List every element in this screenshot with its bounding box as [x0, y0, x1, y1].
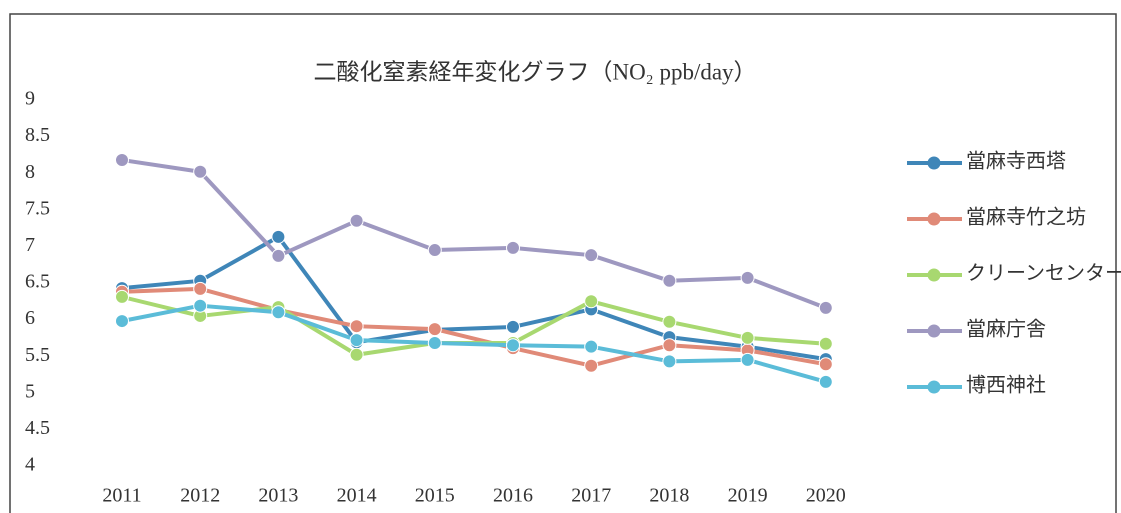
series-line [121, 286, 827, 368]
data-point [818, 300, 833, 315]
data-point [818, 374, 833, 389]
x-tick-label: 2014 [337, 485, 377, 507]
data-point [115, 314, 129, 329]
y-tick-label: 5 [25, 380, 35, 402]
data-point [818, 336, 833, 351]
data-point [193, 298, 208, 313]
legend-label: 博西神社 [966, 374, 1046, 397]
x-tick-label: 2020 [806, 485, 846, 507]
legend-marker [927, 156, 941, 170]
data-point [740, 270, 755, 285]
data-point [427, 322, 442, 337]
data-point [193, 164, 208, 179]
y-tick-label: 4 [25, 454, 35, 476]
data-point [349, 213, 364, 228]
data-point [584, 294, 599, 309]
y-tick-label: 6.5 [25, 271, 50, 293]
legend-label: クリーンセンター [966, 262, 1121, 285]
y-tick-label: 5.5 [25, 344, 50, 366]
series-line [121, 158, 827, 310]
y-tick-label: 8.5 [25, 124, 50, 146]
data-point [349, 319, 364, 334]
data-point [818, 357, 833, 372]
data-point [506, 319, 520, 334]
data-point [427, 336, 442, 351]
legend-marker [927, 212, 941, 226]
x-tick-label: 2011 [102, 485, 141, 507]
data-point [662, 314, 677, 329]
data-point [740, 330, 755, 345]
data-point [662, 273, 677, 288]
data-point [271, 248, 286, 263]
y-tick-label: 4.5 [25, 417, 50, 439]
legend-marker [927, 268, 941, 282]
data-point [115, 153, 129, 168]
chart-title: 二酸化窒素経年変化グラフ（NO₂ ppb/day） [313, 59, 756, 84]
data-point [740, 352, 755, 367]
legend-marker [927, 380, 941, 394]
series-line [121, 234, 827, 362]
y-tick-label: 7 [25, 234, 35, 256]
series-line [121, 303, 827, 384]
data-point [506, 240, 520, 255]
legend-label: 當麻寺西塔 [966, 150, 1066, 173]
data-point [427, 243, 442, 258]
legend-label: 當麻庁舎 [966, 318, 1046, 341]
y-tick-label: 7.5 [25, 197, 50, 219]
x-tick-label: 2016 [493, 485, 533, 507]
x-tick-label: 2012 [180, 485, 220, 507]
data-point [584, 358, 599, 373]
x-tick-label: 2013 [258, 485, 298, 507]
x-tick-label: 2015 [415, 485, 455, 507]
data-point [506, 338, 520, 353]
x-tick-label: 2017 [571, 485, 611, 507]
x-tick-label: 2019 [728, 485, 768, 507]
data-point [662, 354, 677, 369]
data-point [193, 281, 208, 296]
legend-marker [927, 324, 941, 338]
data-point [662, 338, 677, 353]
data-point [584, 339, 599, 354]
data-point [271, 305, 286, 320]
y-tick-label: 6 [25, 307, 35, 329]
y-tick-label: 8 [25, 161, 35, 183]
data-point [584, 248, 599, 263]
data-point [115, 289, 129, 304]
legend-label: 當麻寺竹之坊 [966, 206, 1086, 229]
chart-frame [9, 13, 1117, 513]
data-point [271, 229, 286, 244]
x-tick-label: 2018 [649, 485, 689, 507]
data-point [349, 347, 364, 362]
data-point [349, 333, 364, 348]
y-tick-label: 9 [25, 88, 35, 110]
